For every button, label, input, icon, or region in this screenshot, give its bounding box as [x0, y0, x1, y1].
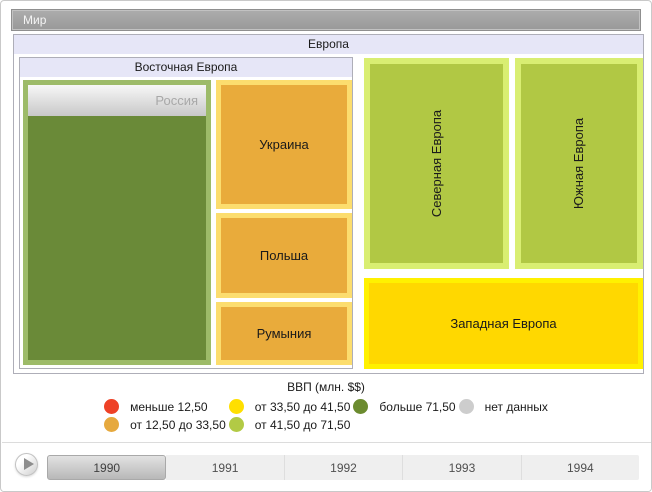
group-eastern-europe: Восточная Европа Россия Украина Польша Р…: [19, 57, 353, 369]
legend: ВВП (млн. $$) меньше 12,50 от 33,50 до 4…: [1, 380, 651, 432]
tile-russia-label: Россия: [28, 85, 206, 116]
legend-item-empty: [353, 417, 455, 432]
legend-item: от 33,50 до 41,50: [228, 399, 351, 414]
legend-item-label: меньше 12,50: [130, 399, 208, 414]
legend-swatch-lightgreen-icon: [228, 417, 244, 432]
legend-swatch-red-icon: [104, 399, 120, 414]
tile-poland[interactable]: Польша: [216, 213, 352, 298]
legend-swatch-yellow-icon: [228, 399, 244, 414]
tile-southern-europe-label: Южная Европа: [571, 117, 587, 210]
timeline-year[interactable]: 1994: [521, 455, 640, 480]
legend-item: от 41,50 до 71,50: [228, 417, 351, 432]
timeline: 1990 1991 1992 1993 1994: [2, 442, 651, 491]
legend-swatch-orange-icon: [104, 417, 120, 432]
tile-ukraine-label: Украина: [259, 137, 309, 152]
tile-northern-europe-label: Северная Европа: [429, 109, 444, 218]
legend-item: больше 71,50: [353, 399, 456, 414]
drilldown-bar-world[interactable]: Мир: [11, 9, 641, 31]
legend-item: от 12,50 до 33,50: [104, 417, 226, 432]
timeline-year[interactable]: 1991: [166, 455, 285, 480]
group-header-eastern-europe[interactable]: Восточная Европа: [20, 58, 352, 77]
tile-western-europe-label: Западная Европа: [450, 316, 557, 331]
legend-item-empty: [459, 417, 548, 432]
tile-northern-europe[interactable]: Северная Европа: [364, 58, 509, 269]
tile-romania-label: Румыния: [256, 326, 312, 341]
play-icon: [24, 458, 34, 470]
legend-item-label: от 33,50 до 41,50: [254, 399, 351, 414]
drilldown-bar-label: Мир: [23, 13, 47, 27]
legend-item-label: больше 71,50: [379, 399, 456, 414]
play-button[interactable]: [15, 453, 38, 476]
group-header-europe[interactable]: Европа: [14, 35, 643, 54]
tile-russia[interactable]: Россия: [23, 80, 211, 365]
timeline-year[interactable]: 1992: [284, 455, 404, 480]
tile-ukraine[interactable]: Украина: [216, 80, 352, 209]
group-europe: Европа Восточная Европа Россия Украина П…: [13, 34, 644, 374]
timeline-year[interactable]: 1990: [47, 455, 167, 480]
legend-item-label: от 12,50 до 33,50: [130, 417, 226, 432]
tile-russia-fill: [28, 116, 206, 360]
legend-item-label: нет данных: [484, 399, 548, 414]
legend-item: нет данных: [458, 399, 548, 414]
tile-romania[interactable]: Румыния: [216, 302, 352, 365]
legend-item: меньше 12,50: [104, 399, 226, 414]
timeline-year[interactable]: 1993: [403, 455, 522, 480]
timeline-years: 1990 1991 1992 1993 1994: [47, 455, 640, 480]
legend-item-label: от 41,50 до 71,50: [254, 417, 351, 432]
legend-swatch-darkgreen-icon: [353, 399, 369, 414]
tile-southern-europe[interactable]: Южная Европа: [515, 58, 643, 269]
tile-poland-label: Польша: [259, 248, 309, 263]
legend-grid: меньше 12,50 от 33,50 до 41,50 больше 71…: [104, 399, 548, 432]
tile-western-europe[interactable]: Западная Европа: [364, 278, 643, 369]
legend-swatch-gray-icon: [458, 399, 474, 414]
legend-title: ВВП (млн. $$): [287, 380, 365, 394]
